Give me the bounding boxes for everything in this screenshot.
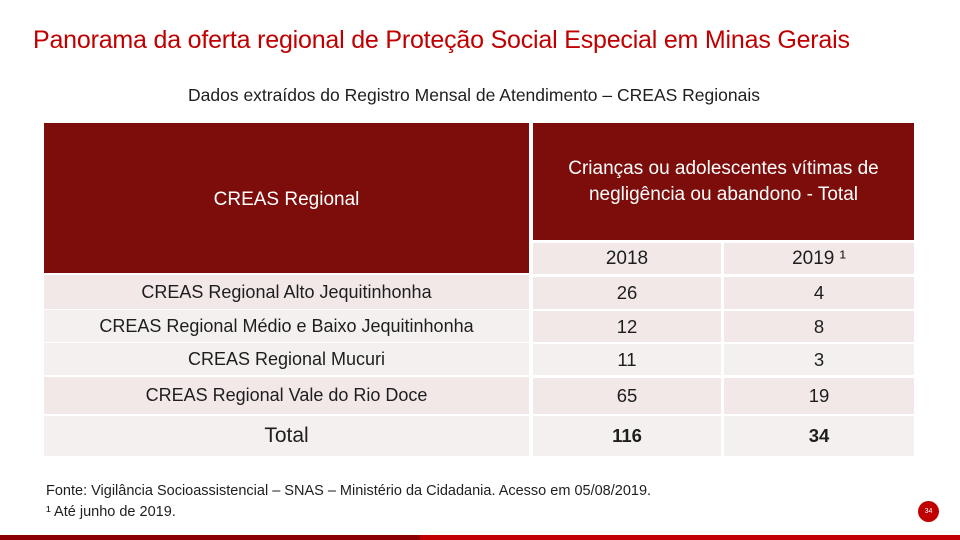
header-indicator: Crianças ou adolescentes vítimas de negl… [533,123,914,240]
table-cell-2018: 12 [533,311,721,342]
bottom-accent-bar-dark [0,535,420,540]
table-row-name: CREAS Regional Médio e Baixo Jequitinhon… [44,310,529,342]
slide-subtitle: Dados extraídos do Registro Mensal de At… [188,85,760,105]
slide-title: Panorama da oferta regional de Proteção … [33,26,850,54]
total-2019: 34 [724,416,914,456]
table-cell-2019: 4 [724,277,914,309]
total-2018: 116 [533,416,721,456]
table-cell-2018: 65 [533,378,721,414]
footer-notes: Fonte: Vigilância Socioassistencial – SN… [46,481,651,523]
bottom-accent-bar [0,535,960,540]
footer-source: Fonte: Vigilância Socioassistencial – SN… [46,483,652,499]
page-number-badge: 34 [918,501,939,522]
header-creas-regional: CREAS Regional [44,123,529,273]
table-cell-2019: 3 [724,344,914,375]
table-cell-2019: 19 [724,378,914,414]
table-cell-2019: 8 [724,311,914,342]
footer-note: ¹ Até junho de 2019. [46,504,176,520]
table-row-name: CREAS Regional Vale do Rio Doce [44,377,529,414]
table-row-name: CREAS Regional Mucuri [44,343,529,375]
table-cell-2018: 26 [533,277,721,309]
table-row-name: CREAS Regional Alto Jequitinhonha [44,275,529,309]
total-label: Total [44,416,529,456]
year-2018-header: 2018 [533,243,721,274]
table-cell-2018: 11 [533,344,721,375]
year-2019-header: 2019 ¹ [724,243,914,274]
